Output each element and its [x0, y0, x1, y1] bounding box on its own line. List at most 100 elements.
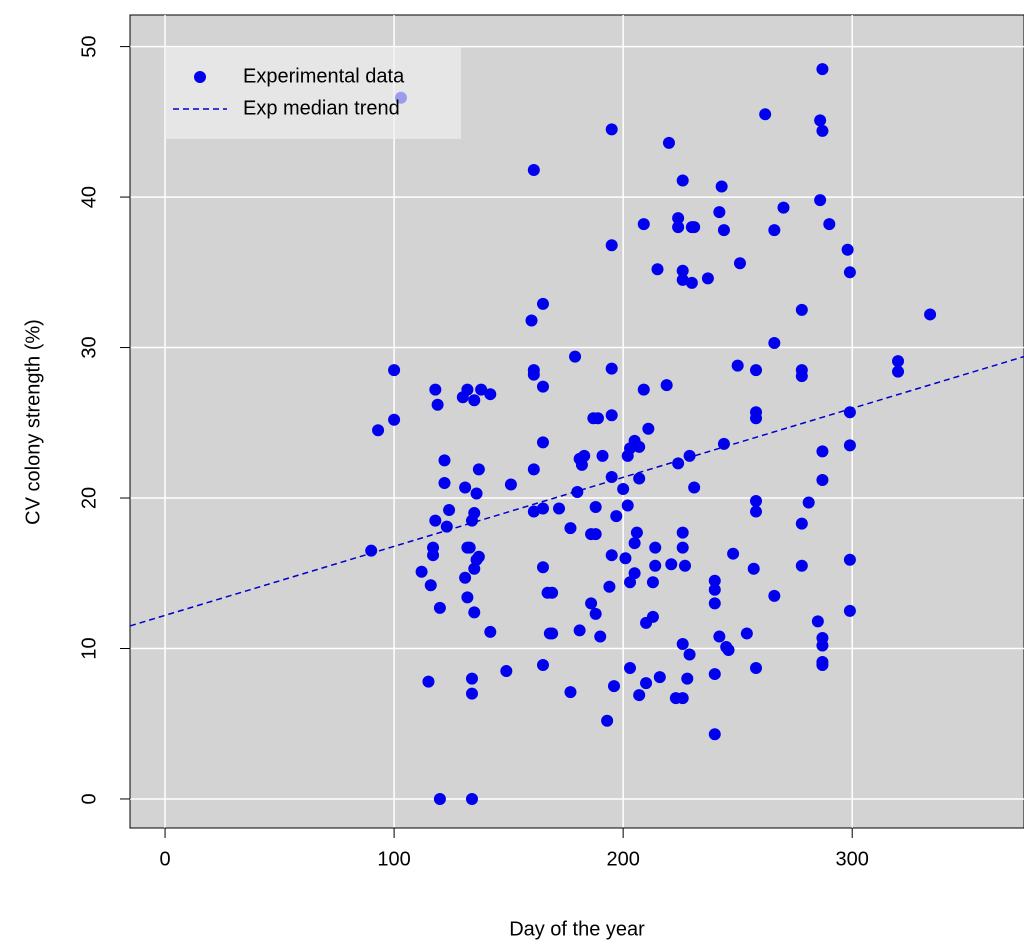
data-point [653, 671, 666, 684]
data-point [546, 627, 559, 640]
data-point [715, 180, 728, 193]
data-point [527, 463, 540, 476]
data-point [470, 487, 483, 500]
data-point [468, 394, 481, 407]
data-point [475, 383, 488, 396]
data-point [740, 627, 753, 640]
data-point [733, 257, 746, 270]
data-point [431, 398, 444, 411]
data-point [750, 412, 763, 425]
data-point [750, 495, 763, 508]
data-point [415, 565, 428, 578]
x-axis-label: Day of the year [509, 918, 645, 940]
legend-label: Experimental data [243, 65, 405, 87]
data-point [708, 574, 721, 587]
legend-label: Exp median trend [243, 97, 400, 119]
data-point [795, 559, 808, 572]
data-point [823, 218, 836, 231]
data-point [717, 224, 730, 237]
data-point [536, 659, 549, 672]
data-point [637, 383, 650, 396]
data-point [427, 541, 440, 554]
trend-line [129, 355, 1024, 627]
data-point [688, 481, 701, 494]
data-point [665, 558, 678, 571]
data-point [722, 643, 735, 656]
data-point [605, 409, 618, 422]
data-point [676, 541, 689, 554]
data-point [365, 544, 378, 557]
data-point [484, 625, 497, 638]
y-tick-label: 50 [78, 35, 100, 57]
data-point [438, 476, 451, 489]
data-point [605, 123, 618, 136]
data-point [619, 552, 632, 565]
data-point [814, 194, 827, 207]
y-tick-label: 30 [78, 336, 100, 358]
data-point [575, 458, 588, 471]
data-point [676, 174, 689, 187]
data-point [585, 597, 598, 610]
data-point [892, 355, 905, 368]
data-point [536, 502, 549, 515]
data-point [633, 472, 646, 485]
data-point [676, 273, 689, 286]
data-point [768, 224, 781, 237]
x-tick-label: 0 [159, 848, 170, 870]
data-point [816, 639, 829, 652]
data-point [422, 675, 435, 688]
data-point [465, 687, 478, 700]
data-point [605, 362, 618, 375]
data-point [683, 648, 696, 661]
data-point [892, 365, 905, 378]
data-point [701, 272, 714, 285]
data-point [461, 591, 474, 604]
data-point [683, 449, 696, 462]
data-point [472, 550, 485, 563]
data-point [589, 501, 602, 514]
data-point [843, 406, 856, 419]
data-point [843, 266, 856, 279]
data-point [660, 379, 673, 392]
data-point [527, 505, 540, 518]
data-point [637, 218, 650, 231]
data-point [546, 586, 559, 599]
data-point [685, 276, 698, 289]
legend-swatch [194, 71, 206, 83]
data-point [633, 440, 646, 453]
data-point [768, 337, 781, 350]
data-point [747, 562, 760, 575]
data-point [484, 388, 497, 401]
data-point [750, 364, 763, 377]
data-point [727, 547, 740, 560]
data-point [676, 637, 689, 650]
y-axis-label: CV colony strength (%) [22, 319, 44, 525]
data-point [708, 597, 721, 610]
plot-background [129, 14, 1024, 829]
data-point [624, 576, 637, 589]
data-point [843, 439, 856, 452]
data-point [500, 665, 513, 678]
data-point [472, 463, 485, 476]
data-point [795, 303, 808, 316]
data-point [596, 449, 609, 462]
y-tick-label: 10 [78, 637, 100, 659]
data-point [811, 615, 824, 628]
data-point [649, 541, 662, 554]
data-point [461, 383, 474, 396]
data-point [816, 473, 829, 486]
data-point [564, 522, 577, 535]
data-point [603, 580, 616, 593]
data-point [594, 630, 607, 643]
data-point [672, 221, 685, 234]
data-point [564, 686, 577, 699]
data-point [678, 559, 691, 572]
data-point [841, 243, 854, 256]
data-point [649, 559, 662, 572]
data-point [672, 457, 685, 470]
data-point [713, 630, 726, 643]
data-point [640, 677, 653, 690]
data-point [605, 239, 618, 252]
x-tick-label: 200 [606, 848, 639, 870]
